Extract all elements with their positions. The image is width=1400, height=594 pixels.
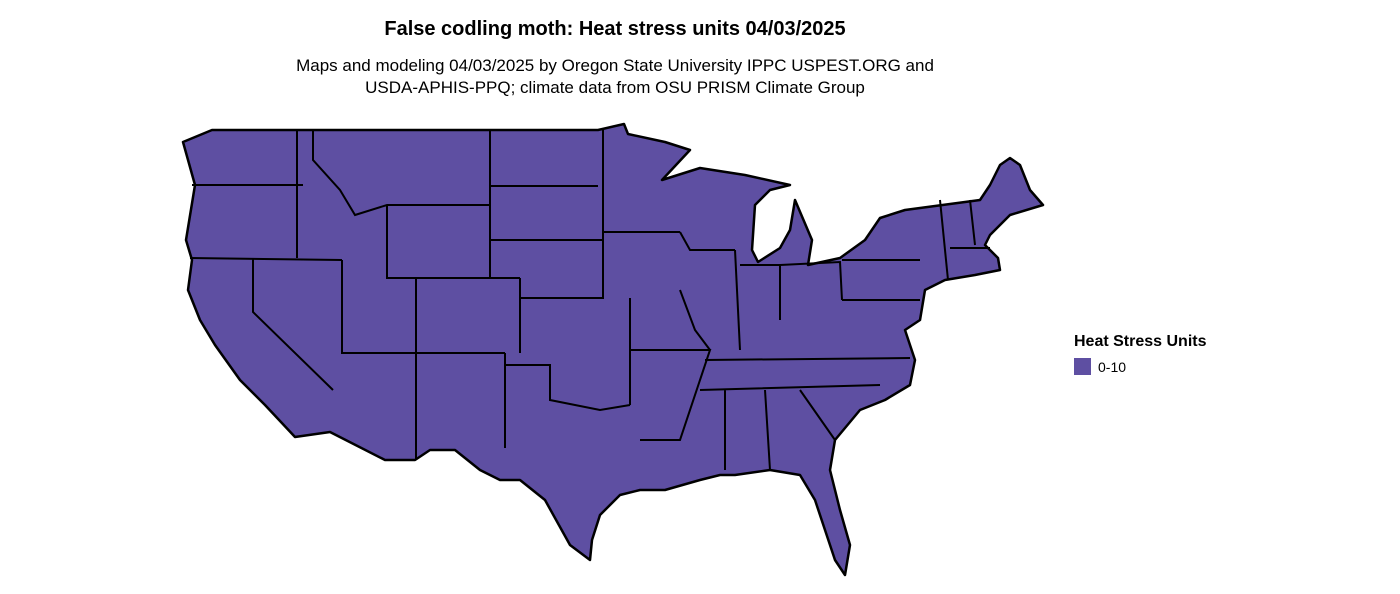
subtitle-line-1: Maps and modeling 04/03/2025 by Oregon S…	[296, 56, 934, 75]
conus-region	[181, 122, 1045, 577]
state-borders	[189, 130, 990, 471]
map-subtitle: Maps and modeling 04/03/2025 by Oregon S…	[0, 55, 1230, 99]
map-title: False codling moth: Heat stress units 04…	[384, 18, 846, 40]
legend: Heat Stress Units 0-10	[1074, 333, 1207, 375]
legend-label: 0-10	[1098, 358, 1127, 375]
legend-item: 0-10	[1074, 358, 1207, 375]
subtitle-line-2: USDA-APHIS-PPQ; climate data from OSU PR…	[365, 78, 865, 97]
legend-swatch	[1074, 358, 1091, 375]
legend-title: Heat Stress Units	[1074, 333, 1207, 350]
